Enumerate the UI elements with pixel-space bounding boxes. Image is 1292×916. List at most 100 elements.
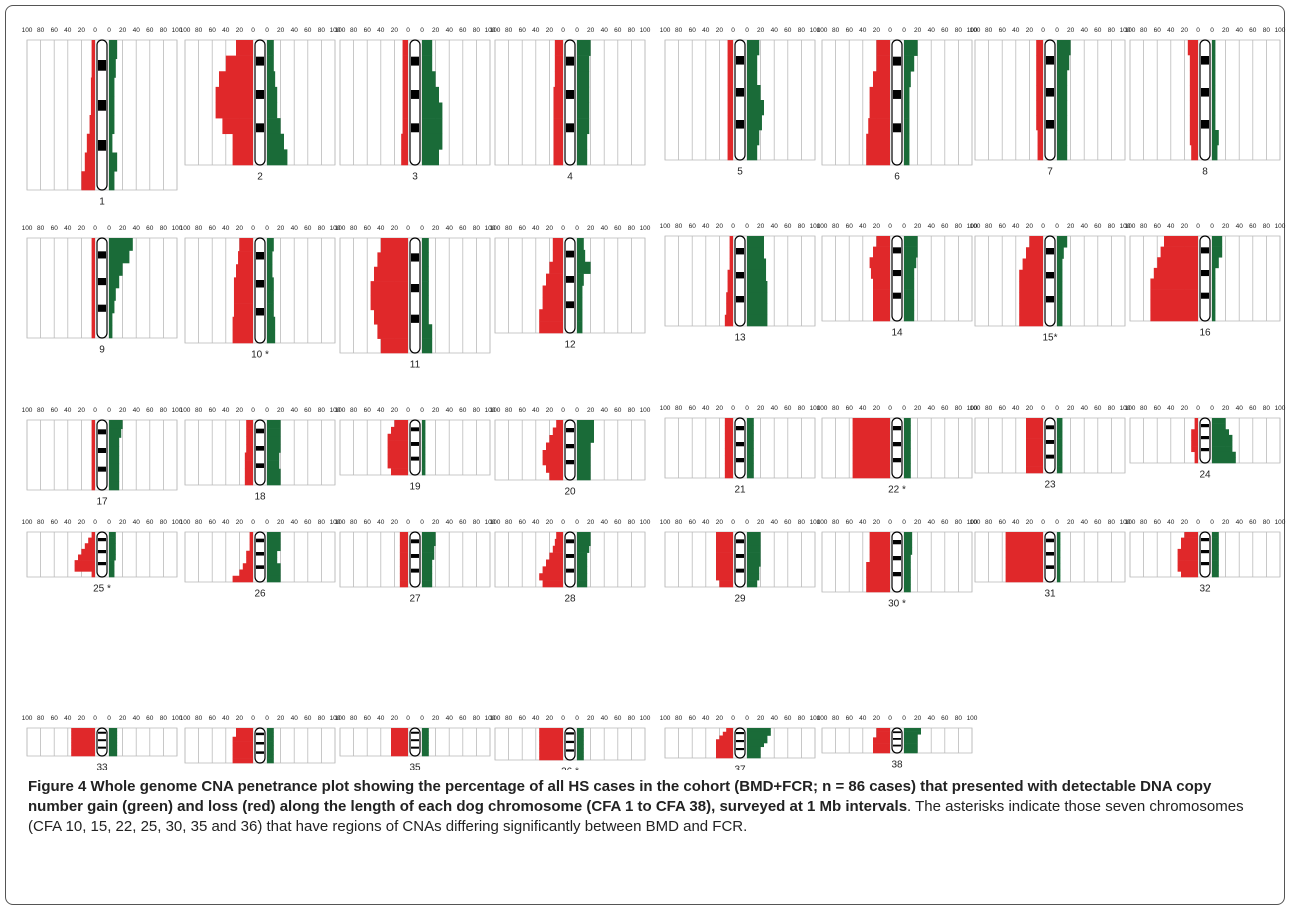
loss-bar [542,457,563,466]
tick-label: 60 [1154,519,1162,526]
gain-bar [577,285,583,298]
gain-bar [422,40,433,56]
gain-bar [109,325,113,339]
chromosome-label: 32 [1199,584,1211,595]
gain-bar [422,149,439,166]
ideogram-band [736,272,744,279]
tick-label: 0 [888,27,892,34]
loss-bar [380,338,408,354]
tick-label: 100 [640,715,651,722]
loss-bar [873,743,890,748]
gain-bar [747,314,768,327]
gain-bar [1212,446,1233,453]
loss-bar [869,86,890,103]
tick-label: 60 [364,715,372,722]
loss-bar [1191,434,1198,441]
tick-label: 80 [318,225,326,232]
tick-label: 0 [731,405,735,412]
chromosome-label: 36 * [561,767,579,770]
loss-bar [724,463,733,471]
loss-bar [84,543,95,550]
gain-bar [267,460,280,470]
loss-bar [244,452,253,461]
tick-label: 100 [485,225,496,232]
loss-bar [91,275,95,289]
tick-label: 20 [1181,223,1189,230]
tick-label: 100 [640,407,651,414]
ideogram [891,417,903,479]
gain-bar [747,448,754,456]
tick-label: 40 [222,225,230,232]
loss-bar [873,746,890,751]
tick-label: 100 [970,519,981,526]
tick-label: 0 [745,519,749,526]
gain-bar [904,734,918,738]
tick-label: 60 [941,27,949,34]
gain-bar [904,728,921,732]
gain-bar [422,749,429,753]
ideogram [564,237,576,334]
loss-bar [866,149,890,166]
loss-bar [402,40,408,56]
tick-label: 80 [1263,519,1271,526]
loss-bar [1189,115,1198,131]
gain-bar [422,552,435,560]
tick-label: 20 [1067,27,1075,34]
ideogram-band [893,247,901,254]
loss-bar [729,247,733,259]
loss-bar [869,554,890,563]
penetrance-panel: 100 80 60 40 20 0 0 20 40 60 80 100 15* [970,223,1131,344]
tick-label: 40 [928,715,936,722]
loss-bar [391,728,408,732]
tick-label: 40 [928,519,936,526]
gain-bar [904,463,911,471]
loss-bar [91,481,95,491]
gain-bar [577,532,591,540]
loss-bar [724,455,733,464]
tick-label: 100 [660,27,671,34]
ideogram-band [256,552,264,556]
gain-bar [747,70,758,86]
loss-bar [1019,292,1043,304]
loss-bar [91,472,95,482]
loss-bar [1150,299,1198,311]
gain-bar [1057,544,1061,552]
loss-bar [91,428,95,438]
tick-label: 0 [1196,223,1200,230]
ideogram-band [1201,120,1209,129]
ideogram-band [893,426,901,431]
loss-bar [236,40,253,56]
tick-label: 20 [1222,405,1230,412]
gain-bar [747,746,761,751]
gain-bar [577,744,584,749]
gain-bar [109,738,118,743]
tick-label: 60 [784,405,792,412]
tick-label: 20 [277,407,285,414]
gain-bar [109,288,116,301]
ideogram-band [98,550,106,554]
gain-bar [747,55,758,71]
chromosome-label: 28 [564,594,576,605]
ideogram-band [256,751,264,754]
gain-bar [1057,532,1061,539]
tick-label: 60 [364,27,372,34]
gain-bar [267,118,281,135]
tick-label: 0 [93,519,97,526]
tick-label: 40 [702,405,710,412]
tick-label: 100 [485,27,496,34]
chromosome-label: 14 [891,328,903,339]
gain-bar [747,573,760,581]
tick-label: 40 [928,223,936,230]
tick-label: 100 [180,225,191,232]
tick-label: 0 [902,715,906,722]
loss-bar [1026,452,1043,460]
loss-bar [852,448,890,456]
tick-label: 60 [146,27,154,34]
chromosome-label: 16 [1199,328,1211,339]
gain-bar [267,303,274,318]
gain-bar [904,418,911,426]
loss-bar [873,749,890,754]
loss-bar [387,461,408,469]
tick-label: 80 [798,715,806,722]
tick-label: 20 [391,519,399,526]
